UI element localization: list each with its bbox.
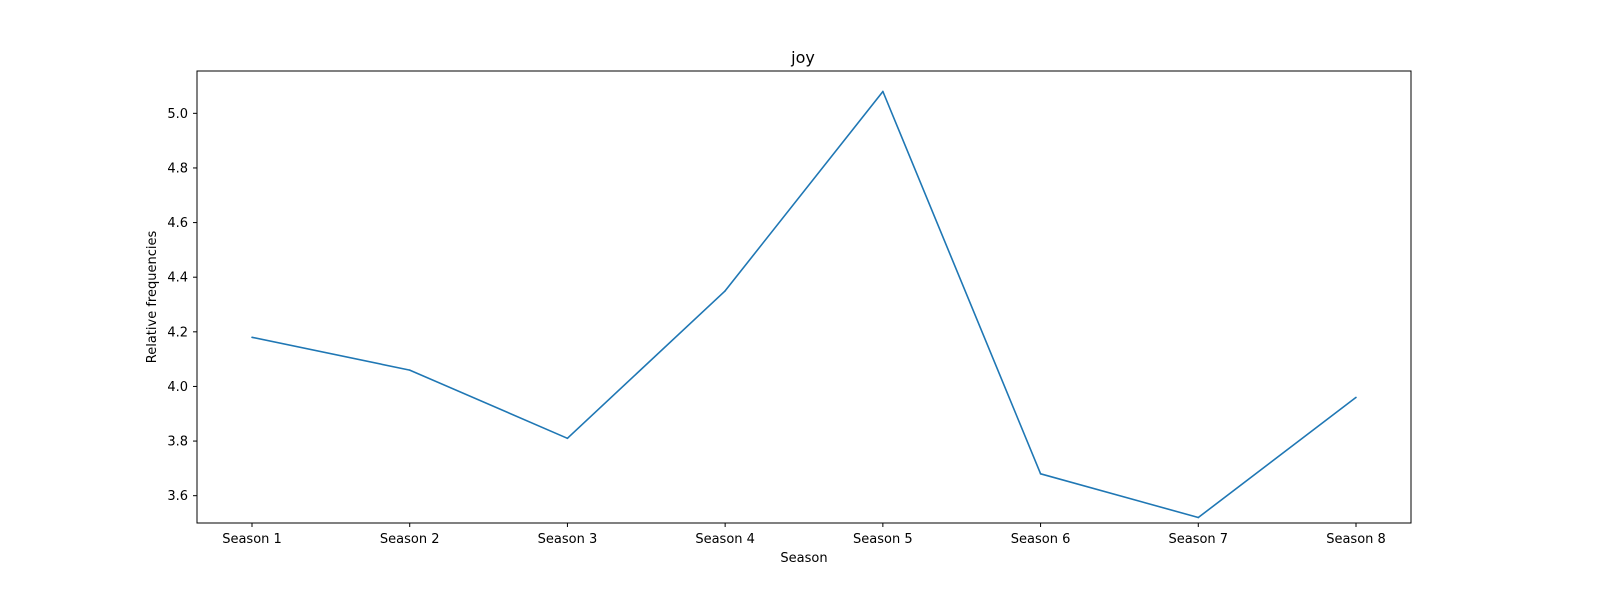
series-line [251, 90, 1357, 519]
y-tick-label: 4.4 [167, 271, 188, 286]
data-point [408, 369, 411, 371]
y-tick-label: 3.6 [167, 489, 188, 504]
x-tick-label: Season 1 [222, 532, 282, 547]
x-axis-label: Season [780, 551, 827, 566]
x-axis: Season 1 Season 2 Season 3 Season 4 Season 5… [222, 523, 1386, 547]
chart-title: joy [790, 48, 815, 67]
y-axis: 3.6 3.8 4.0 4.2 4.4 4.6 4.8 5.0 [167, 107, 197, 504]
x-tick-label: Season 2 [380, 532, 440, 547]
x-tick-label: Season 6 [1011, 532, 1071, 547]
x-tick-label: Season 8 [1326, 532, 1386, 547]
x-tick-label: Season 3 [538, 532, 598, 547]
series-layer [251, 90, 1357, 519]
y-tick-label: 4.8 [167, 161, 188, 176]
plot-area [196, 70, 1412, 524]
data-point [1039, 473, 1042, 475]
y-tick-label: 4.6 [167, 216, 188, 231]
y-tick-label: 4.2 [167, 325, 188, 340]
data-point [566, 437, 569, 440]
x-tick-label: Season 7 [1168, 532, 1228, 547]
data-point [724, 290, 726, 292]
data-point [251, 336, 253, 339]
y-axis-label: Relative frequencies [145, 231, 160, 364]
data-point [882, 90, 884, 93]
data-point [1197, 516, 1200, 519]
y-tick-label: 5.0 [167, 107, 188, 122]
y-tick-label: 3.8 [167, 435, 188, 450]
x-tick-label: Season 5 [853, 532, 913, 547]
y-tick-label: 4.0 [167, 380, 188, 395]
x-tick-label: Season 4 [695, 532, 755, 547]
data-point [1355, 396, 1357, 399]
